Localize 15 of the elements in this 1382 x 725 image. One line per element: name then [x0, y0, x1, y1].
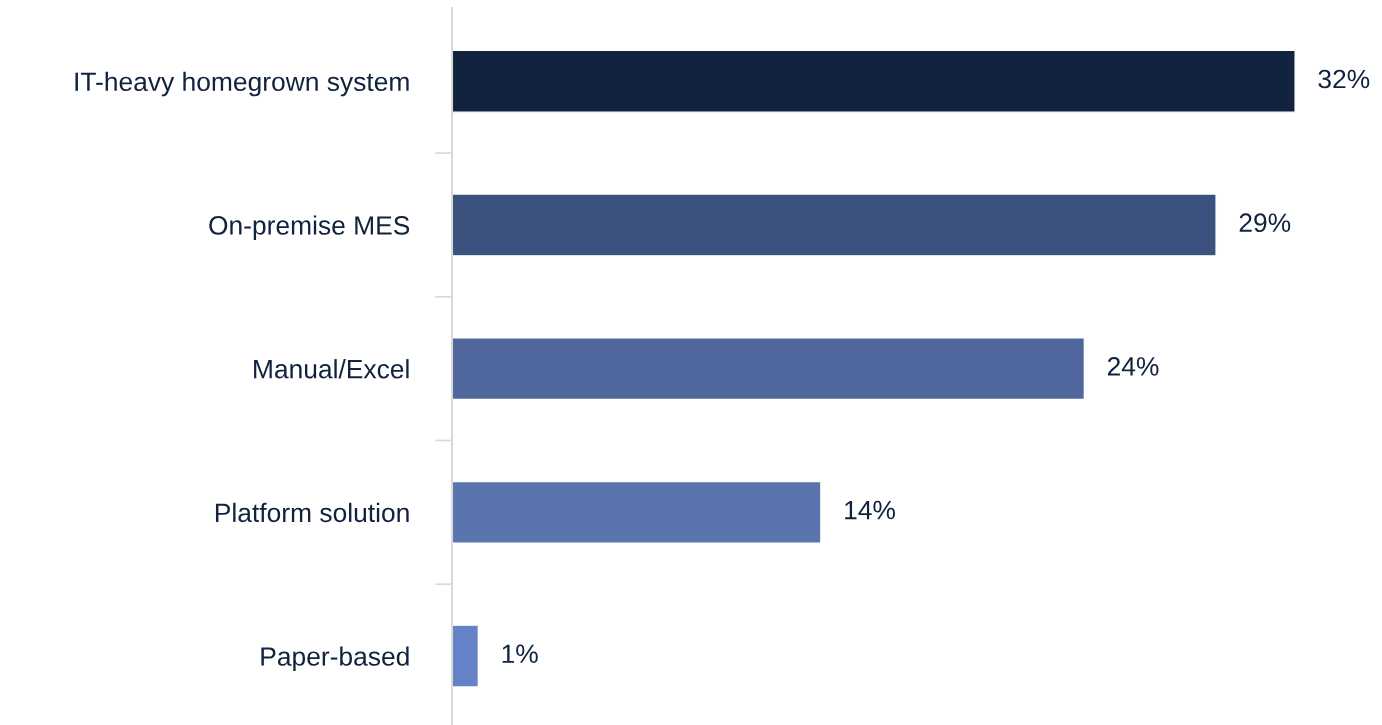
bar [452, 480, 822, 544]
y-tick-label: Paper-based [261, 646, 409, 672]
y-tick-label: Manual/Excel [254, 359, 409, 379]
bar [452, 337, 1086, 401]
bar [452, 49, 1296, 113]
data-label: 1% [502, 644, 538, 664]
bar [452, 624, 480, 688]
data-label: 29% [1239, 213, 1291, 233]
y-tick-label: On-premise MES [209, 215, 410, 241]
data-label: 32% [1318, 69, 1370, 89]
bar [452, 193, 1217, 257]
data-label: 14% [845, 500, 895, 520]
y-tick-label: Platform solution [215, 502, 409, 523]
data-label: 24% [1107, 357, 1159, 376]
y-tick-label: IT-heavy homegrown system [75, 71, 409, 97]
